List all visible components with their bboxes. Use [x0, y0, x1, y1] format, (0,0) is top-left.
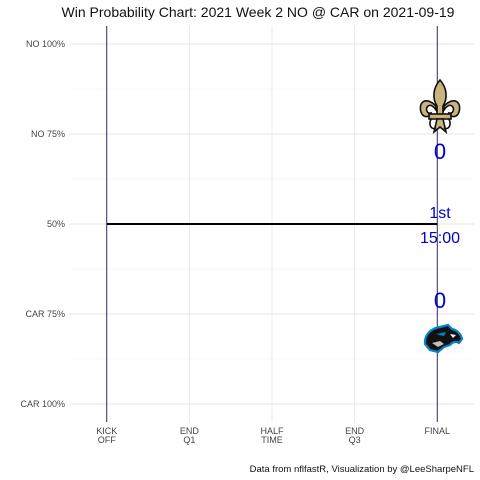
home-score: 0: [434, 288, 446, 313]
x-tick-label: END Q1: [180, 426, 200, 445]
x-axis-ticks: KICK OFF END Q1 HALF TIME END Q3 FINAL: [96, 426, 450, 445]
saints-fleur-de-lis-icon: [419, 78, 461, 135]
y-tick-label: CAR 100%: [20, 399, 65, 409]
y-axis-ticks: NO 100% NO 75% 50% CAR 75% CAR 100%: [20, 39, 65, 409]
x-tick-label: HALF TIME: [260, 426, 284, 445]
y-tick-label: 50%: [47, 219, 65, 229]
game-period: 1st: [429, 205, 451, 222]
x-tick-label: KICK OFF: [96, 426, 117, 445]
game-clock: 15:00: [420, 230, 460, 247]
chart-caption: Data from nflfastR, Visualization by @Le…: [250, 464, 474, 475]
away-score: 0: [434, 139, 446, 164]
y-tick-label: NO 75%: [31, 129, 65, 139]
y-tick-label: CAR 75%: [25, 309, 65, 319]
chart-title: Win Probability Chart: 2021 Week 2 NO @ …: [62, 4, 455, 20]
y-tick-label: NO 100%: [26, 39, 65, 49]
x-tick-label: FINAL: [425, 426, 451, 436]
x-tick-label: END Q3: [345, 426, 365, 445]
panthers-logo-icon: [423, 323, 464, 354]
